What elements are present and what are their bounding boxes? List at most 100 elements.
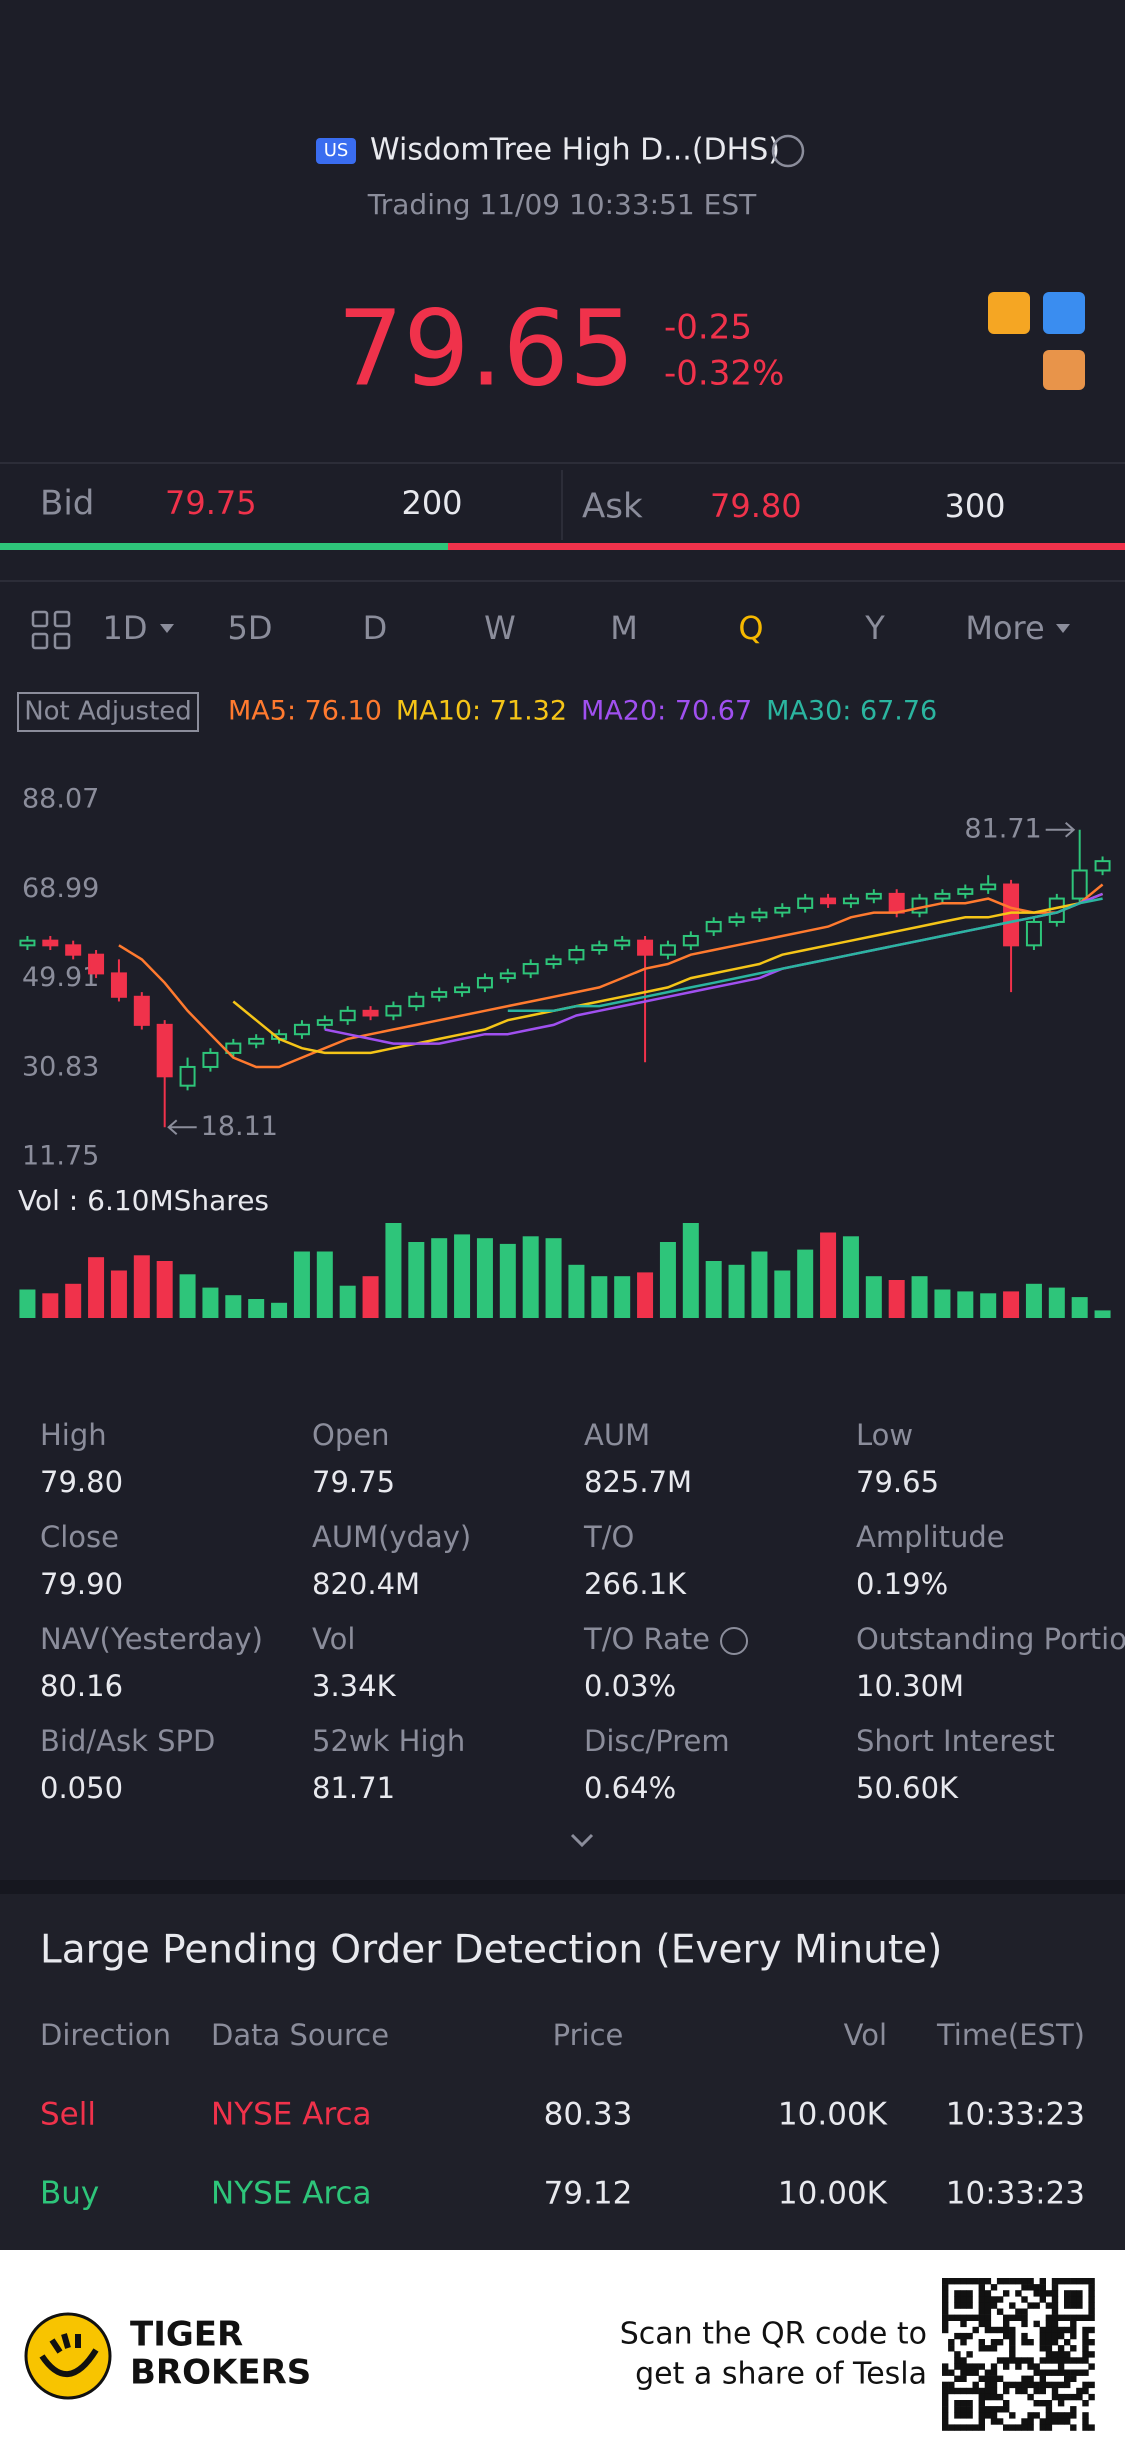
qr-module <box>1003 2400 1010 2407</box>
qr-module <box>1015 2387 1022 2395</box>
period-tab[interactable]: D <box>363 609 388 647</box>
qr-module <box>1021 2381 1028 2389</box>
bid-price: 79.75 <box>165 484 257 522</box>
qr-module <box>1051 2332 1059 2340</box>
qr-module <box>1051 2369 1059 2376</box>
candle-body <box>1094 860 1111 872</box>
qr-module <box>942 2284 949 2291</box>
qr-module <box>1088 2326 1095 2334</box>
qr-module <box>1009 2302 1016 2309</box>
qr-module <box>996 2278 1004 2285</box>
candle-body <box>431 991 448 998</box>
qr-module <box>1027 2339 1034 2346</box>
qr-module <box>1051 2320 1059 2328</box>
qr-module <box>1021 2357 1028 2364</box>
qr-module <box>948 2278 955 2285</box>
volume-bar <box>385 1223 402 1318</box>
qr-module <box>1070 2375 1077 2382</box>
qr-module <box>1088 2351 1095 2358</box>
qr-module <box>1033 2284 1040 2291</box>
qr-module <box>1088 2290 1095 2297</box>
candle-body <box>42 939 59 947</box>
volume-bar <box>522 1236 539 1318</box>
help-icon[interactable] <box>771 134 805 168</box>
marker-arrow <box>167 1119 197 1136</box>
price-change-pct: -0.32% <box>664 354 784 394</box>
candle-body <box>225 1042 242 1054</box>
order-cell: NYSE Arca <box>211 2176 372 2212</box>
y-tick-label: 49.91 <box>22 962 99 993</box>
qr-module <box>972 2381 979 2389</box>
qr-module <box>1076 2357 1083 2364</box>
qr-module <box>1051 2412 1059 2419</box>
qr-module <box>984 2375 992 2382</box>
qr-module <box>1045 2412 1053 2419</box>
qr-module <box>990 2381 998 2389</box>
qr-module <box>1009 2339 1016 2346</box>
period-tab[interactable]: Y <box>864 609 885 647</box>
qr-module <box>978 2393 985 2401</box>
security-name[interactable]: WisdomTree High D...(DHS) <box>370 133 780 168</box>
flash-icon[interactable] <box>1043 292 1085 334</box>
period-tab[interactable]: M <box>610 609 638 647</box>
qr-module <box>984 2320 992 2328</box>
qr-module <box>978 2406 985 2413</box>
adjust-label[interactable]: Not Adjusted <box>24 697 192 727</box>
qr-module <box>1003 2363 1010 2370</box>
qr-module <box>1057 2412 1065 2419</box>
expand-chevron[interactable] <box>570 1833 594 1848</box>
adjust-box[interactable] <box>17 692 199 732</box>
column-header: Price <box>553 2018 624 2052</box>
volume-bar <box>431 1238 448 1318</box>
volume-bar <box>454 1234 471 1318</box>
qr-module <box>978 2302 985 2309</box>
stat-value: 820.4M <box>312 1567 420 1601</box>
qr-module <box>960 2387 967 2395</box>
qr-module <box>1045 2418 1053 2425</box>
tiger-logo <box>24 2312 112 2400</box>
qr-module <box>972 2387 979 2395</box>
info-icon[interactable] <box>720 1627 749 1655</box>
qr-module <box>1070 2302 1077 2309</box>
dividend-icon[interactable] <box>988 292 1030 334</box>
candle-body <box>316 1019 333 1026</box>
qr-module <box>1027 2375 1034 2382</box>
period-tab[interactable]: Q <box>738 609 763 647</box>
ask-bar <box>448 543 1125 550</box>
qr-module <box>942 2393 949 2401</box>
qr-module <box>1051 2418 1059 2425</box>
ask-size: 300 <box>944 487 1005 525</box>
qr-module <box>954 2302 961 2309</box>
qr-module <box>1015 2424 1022 2431</box>
volume-bar <box>1003 1291 1020 1318</box>
candle-body <box>591 944 608 952</box>
candle-body <box>568 949 585 961</box>
period-tab[interactable]: W <box>484 609 516 647</box>
candle-body <box>980 883 997 891</box>
candle-body <box>1071 869 1088 900</box>
qr-module <box>1027 2363 1034 2370</box>
qr-module <box>1033 2400 1040 2407</box>
qr-module <box>1070 2326 1077 2334</box>
qr-module <box>960 2412 967 2419</box>
qr-module <box>1021 2296 1028 2303</box>
qr-module <box>990 2387 998 2395</box>
qr-module <box>942 2400 949 2407</box>
candle-body <box>842 897 859 905</box>
qr-module <box>1088 2393 1095 2401</box>
period-tab[interactable]: 1D <box>103 609 148 647</box>
qr-module <box>1015 2308 1022 2315</box>
period-tab[interactable]: More <box>965 609 1044 647</box>
layout-icon[interactable] <box>31 610 71 650</box>
qr-module <box>966 2412 973 2419</box>
qr-module <box>1064 2351 1071 2358</box>
qr-code <box>942 2278 1095 2431</box>
period-tab[interactable]: 5D <box>228 609 273 647</box>
layers-icon[interactable] <box>1043 350 1085 390</box>
stat-value: 0.19% <box>856 1567 948 1601</box>
high-marker: 81.71 <box>964 813 1041 844</box>
qr-module <box>1051 2278 1059 2285</box>
volume-bar <box>728 1264 745 1318</box>
qr-module <box>1057 2381 1065 2389</box>
qr-module <box>996 2308 1004 2315</box>
